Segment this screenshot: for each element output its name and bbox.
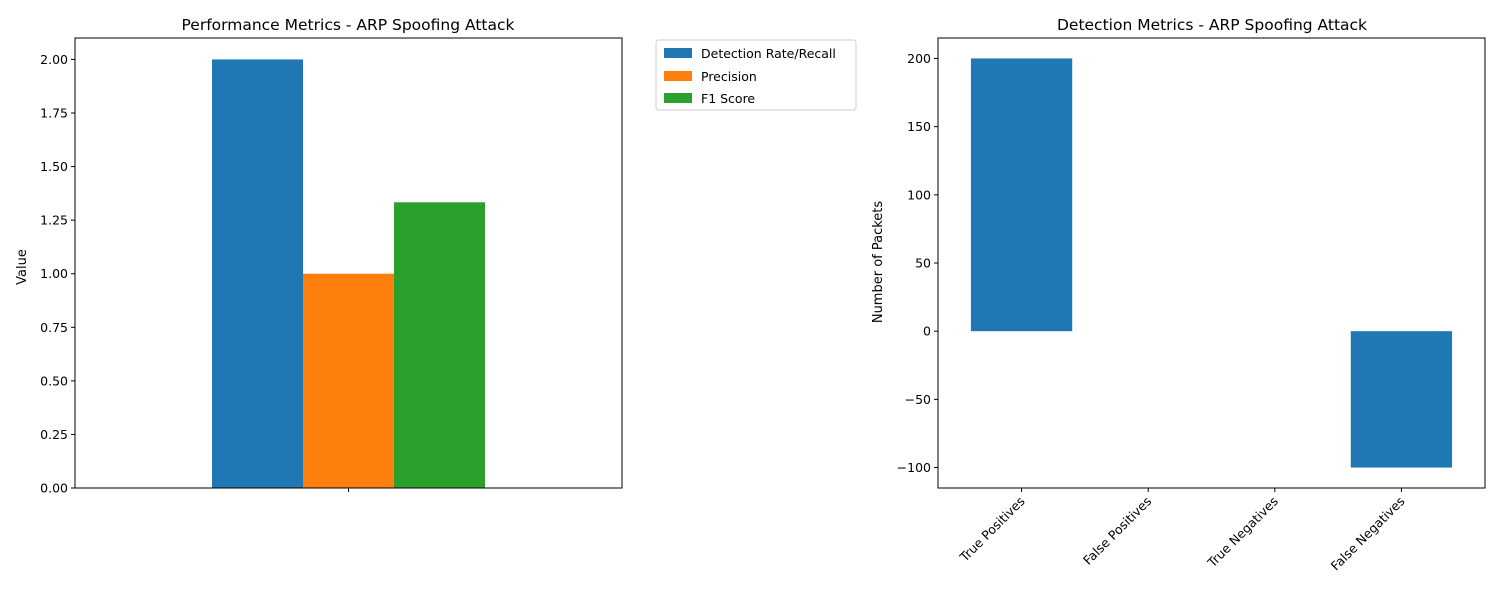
detection-y-axis-label: Number of Packets bbox=[871, 201, 886, 324]
detection-bars bbox=[970, 58, 1453, 468]
bar-precision bbox=[303, 273, 394, 488]
detection-y-tick-label: 0 bbox=[923, 324, 931, 339]
legend-swatch-recall bbox=[664, 48, 692, 58]
detection-x-ticks: True Positives False Positives True Negati… bbox=[956, 488, 1408, 574]
detection-y-tick-label: 200 bbox=[907, 51, 931, 66]
detection-x-tick-label: False Negatives bbox=[1328, 494, 1408, 574]
performance-y-tick-label: 1.00 bbox=[40, 266, 68, 281]
bar-detection-rate-recall bbox=[212, 59, 303, 489]
performance-y-tick-label: 1.25 bbox=[40, 213, 68, 228]
performance-y-axis-label: Value bbox=[15, 249, 30, 285]
detection-x-tick-label: False Positives bbox=[1080, 494, 1154, 568]
performance-y-tick-label: 1.75 bbox=[40, 106, 68, 121]
detection-y-tick-label: −100 bbox=[897, 460, 931, 475]
detection-y-tick-label: 50 bbox=[915, 256, 931, 271]
bar-false-negatives bbox=[1350, 331, 1453, 468]
performance-chart: Performance Metrics - ARP Spoofing Attac… bbox=[15, 16, 623, 496]
performance-y-tick-label: 0.00 bbox=[40, 481, 68, 496]
performance-y-ticks: 0.00 0.25 0.50 0.75 1.00 1.25 1.50 1.75 2.00 bbox=[40, 52, 75, 496]
detection-y-tick-label: 150 bbox=[907, 119, 931, 134]
legend-label-recall: Detection Rate/Recall bbox=[701, 46, 836, 61]
detection-y-tick-label: 100 bbox=[907, 187, 931, 202]
detection-x-tick-label: True Negatives bbox=[1204, 494, 1281, 571]
detection-chart: Detection Metrics - ARP Spoofing Attack … bbox=[871, 16, 1486, 574]
detection-x-tick-label: True Positives bbox=[956, 494, 1028, 566]
performance-y-tick-label: 1.50 bbox=[40, 159, 68, 174]
detection-chart-title: Detection Metrics - ARP Spoofing Attack bbox=[1057, 16, 1367, 34]
detection-y-ticks: −100 −50 0 50 100 150 200 bbox=[897, 51, 938, 475]
bar-true-positives bbox=[970, 58, 1073, 332]
performance-chart-title: Performance Metrics - ARP Spoofing Attac… bbox=[182, 16, 515, 34]
legend-frame bbox=[655, 39, 857, 111]
legend-label-f1: F1 Score bbox=[701, 91, 755, 106]
legend-swatch-precision bbox=[664, 71, 692, 81]
performance-bars bbox=[212, 59, 485, 489]
legend-label-precision: Precision bbox=[701, 69, 757, 84]
bar-f1-score bbox=[394, 202, 485, 489]
performance-y-tick-label: 0.75 bbox=[40, 320, 68, 335]
performance-legend: Detection Rate/Recall Precision F1 Score bbox=[655, 39, 857, 111]
detection-plot-frame bbox=[937, 37, 1486, 489]
performance-y-tick-label: 0.25 bbox=[40, 427, 68, 442]
legend-swatch-f1 bbox=[664, 93, 692, 103]
performance-y-tick-label: 2.00 bbox=[40, 52, 68, 67]
performance-y-tick-label: 0.50 bbox=[40, 373, 68, 388]
detection-y-tick-label: −50 bbox=[905, 392, 931, 407]
